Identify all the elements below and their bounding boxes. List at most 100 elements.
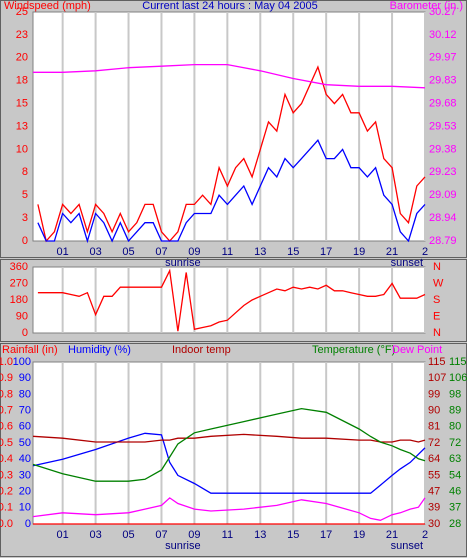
y4-tick-label: 72 — [449, 437, 461, 449]
annotation: sunrise — [165, 540, 200, 552]
y2-tick-label: W — [433, 277, 444, 289]
y2-tick-label: E — [433, 310, 440, 322]
y-tick-label: 10 — [16, 143, 28, 155]
y2-tick-label: 10 — [19, 502, 31, 514]
x-tick-label: 21 — [386, 529, 398, 541]
y-tick-label: 25 — [16, 6, 28, 18]
annotation: sunrise — [165, 257, 200, 269]
y-tick-label: 90 — [16, 310, 28, 322]
y3-tick-label: 115 — [428, 356, 446, 368]
y2-tick-label: 29.53 — [429, 120, 457, 132]
header-label: Humidity (%) — [68, 344, 131, 356]
x-tick-label: 03 — [89, 246, 101, 258]
y-tick-label: 0 — [22, 235, 28, 247]
y-tick-label: 18 — [16, 75, 28, 87]
y2-tick-label: 29.97 — [429, 52, 457, 64]
x-tick-label: 2 — [422, 529, 428, 541]
x-tick-label: 03 — [89, 529, 101, 541]
y4-tick-label: 63 — [449, 453, 461, 465]
y-tick-label: 0.3 — [0, 469, 13, 481]
y4-tick-label: 54 — [449, 469, 461, 481]
y4-tick-label: 115 — [449, 356, 467, 368]
series-line — [37, 268, 426, 332]
y4-tick-label: 37 — [449, 502, 461, 514]
y3-tick-label: 99 — [428, 388, 440, 400]
x-tick-label: 13 — [254, 529, 266, 541]
x-tick-label: 01 — [57, 246, 69, 258]
annotation: sunset — [391, 540, 423, 552]
y2-tick-label: 29.68 — [429, 98, 457, 110]
y-tick-label: 0.0 — [0, 518, 13, 530]
y2-tick-label: 50 — [19, 437, 31, 449]
y-tick-label: 0.2 — [0, 486, 13, 498]
series-line — [33, 63, 426, 89]
y-tick-label: 23 — [16, 29, 28, 41]
y3-tick-label: 72 — [428, 437, 440, 449]
y2-tick-label: 29.38 — [429, 143, 457, 155]
y-tick-label: 3 — [22, 212, 28, 224]
y3-tick-label: 81 — [428, 421, 440, 433]
y3-tick-label: 90 — [428, 405, 440, 417]
y-tick-label: 0.1 — [0, 502, 13, 514]
x-tick-label: 13 — [254, 246, 266, 258]
x-tick-label: 09 — [188, 529, 200, 541]
series-line — [37, 139, 426, 244]
x-tick-label: 17 — [320, 529, 332, 541]
y2-tick-label: N — [433, 261, 441, 273]
y3-tick-label: 30 — [428, 518, 440, 530]
y2-tick-label: 28.94 — [429, 212, 457, 224]
y-tick-label: 13 — [16, 120, 28, 132]
x-tick-label: 15 — [287, 246, 299, 258]
header-label: Windspeed (mph) — [4, 0, 91, 12]
y3-tick-label: 64 — [428, 453, 440, 465]
y-tick-label: 270 — [10, 277, 28, 289]
series-line — [32, 497, 426, 521]
x-tick-label: 11 — [222, 246, 233, 258]
series-line — [32, 407, 426, 482]
x-tick-label: 17 — [320, 246, 332, 258]
y4-tick-label: 106 — [449, 372, 467, 384]
y2-tick-label: 30.12 — [429, 29, 457, 41]
header-label: Dew Point — [392, 344, 442, 356]
series-line — [37, 65, 426, 243]
series-line — [32, 432, 426, 494]
header-label: Temperature (°F) — [312, 344, 395, 356]
y4-tick-label: 98 — [449, 388, 461, 400]
y2-tick-label: 90 — [19, 372, 31, 384]
y3-tick-label: 47 — [428, 486, 440, 498]
y-tick-label: 360 — [10, 261, 28, 273]
x-tick-label: 07 — [155, 246, 167, 258]
y-tick-label: 180 — [10, 294, 28, 306]
y2-tick-label: 40 — [19, 453, 31, 465]
y2-tick-label: 30.27 — [429, 6, 457, 18]
y-tick-label: 1.0 — [0, 356, 13, 368]
y-tick-label: 15 — [16, 98, 28, 110]
y-tick-label: 8 — [22, 166, 28, 178]
y2-tick-label: N — [433, 327, 441, 339]
series-line — [32, 433, 426, 443]
header-label: Rainfall (in) — [2, 344, 58, 356]
y2-tick-label: 100 — [13, 356, 31, 368]
x-tick-label: 05 — [122, 529, 134, 541]
plot-area — [32, 266, 426, 334]
y2-tick-label: 29.83 — [429, 75, 457, 87]
y2-tick-label: 28.79 — [429, 235, 457, 247]
x-tick-label: 01 — [57, 529, 69, 541]
x-tick-label: 2 — [422, 246, 428, 258]
header-label: Indoor temp — [172, 344, 231, 356]
x-tick-label: 15 — [287, 529, 299, 541]
y-tick-label: 0.8 — [0, 388, 13, 400]
y2-tick-label: 80 — [19, 388, 31, 400]
y-tick-label: 0.7 — [0, 405, 13, 417]
x-tick-label: 21 — [386, 246, 398, 258]
header-label: Barometer (in.) — [390, 0, 463, 12]
y-tick-label: 0.9 — [0, 372, 13, 384]
y-tick-label: 0.5 — [0, 437, 13, 449]
header-label: Current last 24 hours : May 04 2005 — [142, 0, 317, 12]
y2-tick-label: 29.09 — [429, 189, 457, 201]
x-tick-label: 05 — [122, 246, 134, 258]
y-tick-label: 0 — [22, 327, 28, 339]
y2-tick-label: 60 — [19, 421, 31, 433]
x-tick-label: 11 — [222, 529, 233, 541]
